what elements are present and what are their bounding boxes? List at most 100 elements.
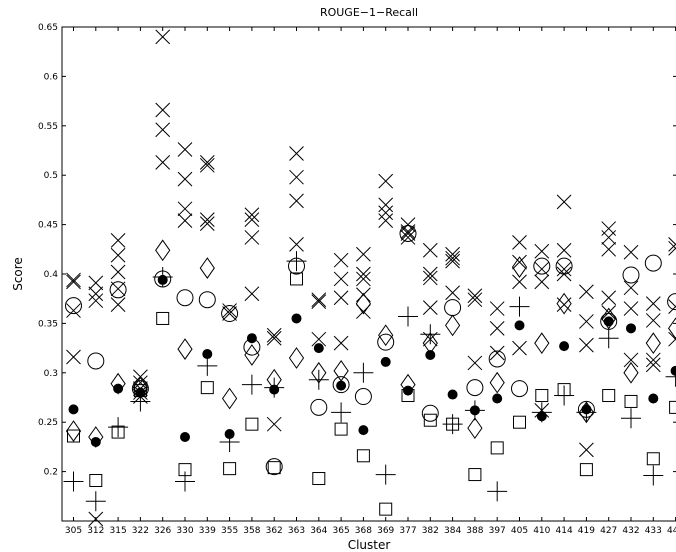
x-marker — [66, 272, 81, 288]
circle-marker — [310, 398, 328, 416]
plus-marker — [85, 491, 106, 512]
circle-marker — [354, 388, 372, 406]
square-marker — [602, 389, 616, 403]
circle-marker — [555, 257, 573, 275]
circle-marker — [488, 350, 506, 368]
y-tick-label: 0.3 — [44, 369, 58, 379]
circle-marker — [622, 266, 640, 284]
x-marker — [422, 300, 438, 315]
x-marker — [289, 169, 304, 185]
circle-marker — [644, 254, 662, 272]
x-tick-label: 419 — [578, 526, 595, 536]
diamond-marker — [244, 344, 260, 366]
plus-marker — [598, 328, 619, 349]
plus-marker — [264, 377, 285, 398]
x-tick-label: 362 — [266, 526, 283, 536]
plus-marker — [442, 414, 463, 435]
dot-marker — [648, 393, 659, 404]
square-marker — [423, 413, 437, 427]
x-marker — [645, 313, 661, 328]
y-tick-label: 0.5 — [44, 171, 58, 181]
plus-marker — [554, 385, 575, 406]
square-marker — [579, 463, 593, 477]
x-marker — [534, 243, 550, 259]
x-marker — [489, 345, 505, 361]
x-marker — [244, 207, 260, 223]
dot-marker — [313, 343, 324, 354]
plus-marker — [464, 400, 485, 421]
diamond-marker — [288, 347, 305, 369]
square-marker — [468, 468, 482, 482]
circle-marker — [533, 257, 551, 275]
x-marker — [155, 122, 171, 138]
x-marker — [356, 287, 371, 303]
x-axis-title: Cluster — [348, 538, 391, 552]
diamond-marker — [645, 332, 661, 355]
x-marker — [66, 303, 81, 318]
x-marker — [311, 294, 327, 310]
square-marker — [379, 502, 393, 516]
plus-marker — [241, 374, 262, 395]
x-tick-label: 427 — [600, 526, 617, 536]
x-marker — [110, 233, 126, 248]
y-tick-label: 0.2 — [44, 468, 58, 478]
x-tick-label: 322 — [132, 526, 149, 536]
x-marker — [445, 250, 460, 266]
x-marker — [422, 242, 438, 258]
circle-marker — [377, 333, 395, 351]
x-marker — [110, 281, 126, 297]
plus-marker — [175, 471, 195, 492]
diamond-marker — [489, 371, 505, 394]
square-marker — [401, 389, 415, 403]
x-marker — [467, 292, 483, 308]
x-tick-label: 377 — [399, 526, 416, 536]
plus-marker — [621, 408, 641, 429]
x-tick-label: 339 — [199, 526, 216, 536]
x-marker — [266, 416, 282, 432]
diamond-marker — [88, 426, 104, 448]
x-marker — [645, 352, 661, 368]
x-marker — [601, 230, 617, 245]
square-marker — [245, 417, 259, 431]
y-tick-label: 0.55 — [38, 122, 58, 132]
plus-marker — [420, 324, 441, 345]
x-tick-label: 432 — [622, 526, 639, 536]
y-tick-label: 0.6 — [44, 72, 59, 82]
square-marker — [290, 272, 303, 286]
x-marker — [512, 274, 527, 290]
square-marker — [156, 311, 170, 325]
dot-marker — [380, 356, 391, 367]
x-tick-label: 305 — [65, 526, 82, 536]
x-marker — [601, 290, 617, 306]
x-marker — [422, 270, 438, 286]
dot-marker — [403, 385, 413, 396]
circle-marker — [176, 289, 194, 307]
square-marker — [356, 449, 370, 463]
x-marker — [579, 284, 594, 300]
x-marker — [244, 230, 260, 245]
x-tick-label: 384 — [444, 526, 461, 536]
y-tick-label: 0.65 — [38, 23, 58, 33]
dot-marker — [336, 380, 347, 391]
dot-marker — [291, 313, 302, 324]
x-tick-label: 315 — [110, 526, 127, 536]
x-marker — [155, 155, 171, 170]
x-marker — [645, 296, 661, 311]
x-marker — [467, 288, 483, 304]
x-marker — [378, 197, 394, 213]
plus-marker — [152, 266, 173, 287]
square-marker — [624, 394, 638, 408]
x-marker — [289, 237, 304, 252]
dot-marker — [113, 383, 124, 394]
x-marker — [88, 275, 104, 291]
dot-marker — [90, 436, 101, 447]
x-marker — [333, 290, 349, 306]
x-marker — [534, 261, 550, 277]
x-marker — [66, 274, 81, 290]
x-marker — [199, 155, 215, 170]
x-tick-label: 358 — [243, 526, 260, 536]
plus-marker — [286, 251, 307, 272]
diamond-marker — [221, 387, 238, 410]
circle-marker — [444, 299, 462, 317]
